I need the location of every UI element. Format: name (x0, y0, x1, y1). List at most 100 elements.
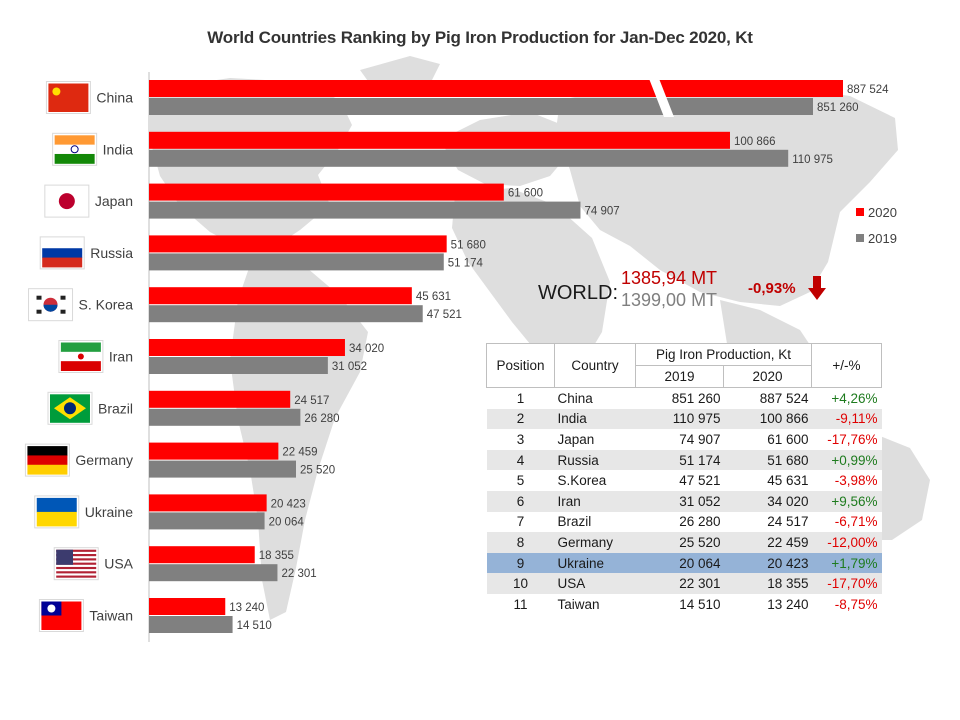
flag-china-icon (45, 81, 91, 114)
table-row: 1 China 851 260 887 524 +4,26% (487, 388, 882, 409)
header-production: Pig Iron Production, Kt (635, 343, 812, 366)
down-arrow-icon (808, 276, 826, 300)
data-label-2019: 14 510 (237, 620, 272, 632)
cell-2020: 13 240 (767, 596, 809, 612)
category-label: Japan (95, 193, 133, 209)
bar-2019-russia (149, 253, 444, 271)
data-label-2019: 31 052 (332, 361, 367, 373)
data-label-2019: 851 260 (817, 102, 859, 114)
header-2020: 2020 (723, 365, 812, 388)
data-label-2019: 22 301 (281, 568, 316, 580)
legend-label-2019: 2019 (868, 231, 897, 246)
category-label: Germany (75, 452, 133, 468)
bar-2020-india (149, 131, 730, 149)
table-row: 8 Germany 25 520 22 459 -12,00% (486, 532, 882, 553)
cell-country: Brazil (557, 514, 592, 530)
cell-country: Iran (554, 490, 636, 512)
cell-2019: 851 260 (671, 390, 721, 406)
cell-2020: 24 517 (767, 514, 809, 530)
cell-country: S.Korea (557, 473, 607, 489)
cell-position: 1 (516, 390, 525, 406)
cell-change: -3,98% (834, 473, 878, 489)
legend-item-2019: 2019 (856, 231, 897, 246)
cell-2020: 100 866 (723, 408, 812, 430)
bar-2020-ukraine (149, 494, 267, 512)
bar-2019-india (149, 149, 789, 167)
header-country: Country (554, 343, 636, 388)
cell-position: 6 (486, 490, 555, 512)
cell-change: -12,00% (811, 532, 882, 553)
legend-swatch-2019 (856, 234, 864, 242)
table-body: 1 China 851 260 887 524 +4,26% 2 India 110 975 1… (486, 388, 882, 615)
bar-2020-iran (149, 339, 345, 356)
legend-label-2020: 2020 (868, 205, 897, 220)
table-row: 10 USA 22 301 18 355 -17,70% (486, 573, 882, 594)
bar-2020-germany (149, 442, 279, 460)
table-row: 2 India 110 975 100 866 -9,11% (486, 408, 882, 430)
data-label-2020: 34 020 (349, 343, 384, 355)
bar-2019-usa (149, 564, 278, 582)
header-2019: 2019 (635, 365, 724, 388)
cell-change: +4,26% (831, 390, 878, 406)
flag-south-korea-icon (28, 288, 74, 322)
cell-2020: 61 600 (767, 431, 809, 447)
bar-2019-germany (149, 460, 296, 478)
cell-country: Japan (557, 431, 595, 447)
category-label: China (96, 90, 133, 106)
bar-2019-taiwan (149, 616, 233, 633)
world-change: -0,93% (748, 280, 796, 297)
cell-2020: 34 020 (723, 490, 812, 512)
cell-country: Germany (554, 532, 636, 553)
table-row: 4 Russia 51 174 51 680 +0,99% (486, 449, 882, 471)
bar-2019-ukraine (149, 512, 265, 530)
cell-country: China (557, 390, 593, 406)
cell-2020: 45 631 (767, 473, 809, 489)
cell-position: 3 (516, 431, 525, 447)
cell-position: 10 (486, 573, 555, 594)
data-label-2020: 100 866 (734, 136, 776, 148)
flag-ukraine-icon (34, 495, 80, 529)
bar-2019-iran (149, 357, 328, 374)
data-label-2019: 26 280 (304, 413, 339, 425)
cell-2019: 31 052 (635, 490, 724, 512)
table-row: 6 Iran 31 052 34 020 +9,56% (486, 490, 882, 512)
data-label-2020: 24 517 (294, 395, 329, 407)
category-label: Russia (90, 245, 133, 261)
cell-position: 9 (486, 552, 555, 574)
cell-2020: 887 524 (759, 390, 809, 406)
cell-position: 5 (516, 473, 525, 489)
flag-germany-icon (24, 443, 70, 477)
bar-2020-japan (149, 183, 504, 201)
table-row: 9 Ukraine 20 064 20 423 +1,79% (486, 552, 882, 574)
category-label: Brazil (98, 400, 133, 416)
data-label-2020: 20 423 (271, 498, 306, 510)
chart-title: World Countries Ranking by Pig Iron Prod… (207, 28, 753, 47)
data-label-2020: 45 631 (416, 291, 451, 303)
data-label-2019: 20 064 (269, 516, 305, 528)
header-position: Position (486, 343, 555, 388)
category-label: India (103, 141, 134, 157)
cell-country: India (554, 408, 636, 430)
cell-country: USA (554, 573, 636, 594)
legend-swatch-2020 (856, 208, 864, 216)
flag-usa-icon (53, 547, 99, 581)
data-label-2019: 25 520 (300, 465, 335, 477)
header-change: +/-% (811, 343, 882, 388)
cell-change: -17,70% (811, 573, 882, 594)
cell-2019: 51 174 (635, 449, 724, 471)
data-label-2019: 74 907 (584, 206, 619, 218)
bar-2020-russia (149, 235, 447, 253)
category-label: S. Korea (79, 297, 134, 313)
data-label-2019: 110 975 (792, 154, 833, 166)
data-label-2020: 61 600 (508, 188, 543, 200)
cell-position: 8 (486, 532, 555, 553)
world-value-2020: 1385,94 MT (621, 268, 718, 288)
category-label: Ukraine (85, 504, 133, 520)
axis-break-mark (648, 76, 674, 117)
legend-item-2020: 2020 (856, 205, 897, 220)
cell-2019: 47 521 (679, 473, 721, 489)
table-row: 3 Japan 74 907 61 600 -17,76% (487, 429, 882, 450)
bar-2020-usa (149, 546, 255, 564)
cell-2020: 20 423 (723, 552, 812, 574)
cell-country: Ukraine (554, 552, 636, 574)
